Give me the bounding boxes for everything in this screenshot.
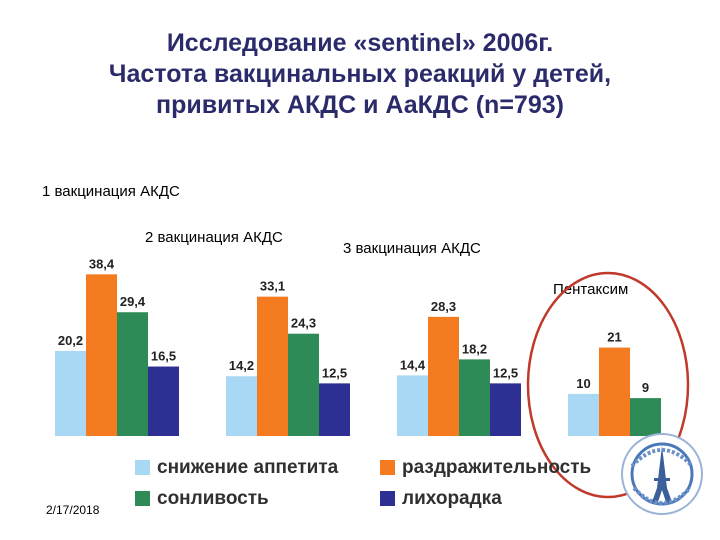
data-label-appetite-group-1: 20,2	[58, 333, 83, 348]
group-label-1: 1 вакцинация АКДС	[42, 183, 180, 200]
data-label-drowsiness-group-2: 24,3	[291, 316, 316, 331]
bar-drowsiness-group-1	[117, 312, 148, 436]
data-label-drowsiness-group-3: 18,2	[462, 341, 487, 356]
title-line-3: привитых АКДС и АаКДС (n=793)	[156, 91, 564, 119]
bar-irritability-group-1	[86, 274, 117, 436]
bar-appetite-group-2	[226, 376, 257, 436]
legend-label-appetite: снижение аппетита	[157, 457, 339, 478]
bar-appetite-group-4	[568, 393, 599, 436]
bar-appetite-group-1	[55, 350, 86, 436]
data-label-fever-group-2: 12,5	[322, 365, 347, 380]
legend-label-irritability: раздражительность	[402, 457, 592, 478]
legend-swatch-drowsiness	[135, 491, 150, 506]
legend-swatch-appetite	[135, 460, 150, 475]
data-label-irritability-group-4: 21	[607, 330, 621, 345]
group-label-3: 3 вакцинация АКДС	[343, 240, 481, 257]
title-line-1: Исследование «sentinel» 2006г.	[166, 29, 554, 57]
footer-date: 2/17/2018	[46, 503, 100, 517]
bar-irritability-group-2	[257, 296, 288, 436]
legend-label-drowsiness: сонливость	[157, 488, 269, 509]
bar-fever-group-2	[319, 383, 350, 436]
legend-label-fever: лихорадка	[402, 488, 502, 509]
highlight-ellipse	[526, 271, 690, 499]
bar-drowsiness-group-3	[459, 359, 490, 436]
data-label-drowsiness-group-1: 29,4	[120, 294, 146, 309]
data-label-fever-group-1: 16,5	[151, 349, 176, 364]
bar-irritability-group-3	[428, 316, 459, 436]
data-label-appetite-group-4: 10	[576, 376, 590, 391]
title-line-2: Частота вакцинальных реакций у детей,	[108, 60, 612, 88]
group-label-2: 2 вакцинация АКДС	[145, 229, 283, 246]
bar-drowsiness-group-2	[288, 333, 319, 436]
data-label-irritability-group-2: 33,1	[260, 279, 285, 294]
data-label-appetite-group-3: 14,4	[400, 357, 426, 372]
data-label-irritability-group-3: 28,3	[431, 299, 456, 314]
data-label-drowsiness-group-4: 9	[642, 380, 649, 395]
data-label-appetite-group-2: 14,2	[229, 358, 254, 373]
legend-swatch-irritability	[380, 460, 395, 475]
legend-swatch-fever	[380, 491, 395, 506]
data-label-fever-group-3: 12,5	[493, 365, 518, 380]
data-label-irritability-group-1: 38,4	[89, 256, 115, 271]
bar-fever-group-1	[148, 366, 179, 436]
bar-fever-group-3	[490, 383, 521, 436]
bar-irritability-group-4	[599, 347, 630, 436]
bar-drowsiness-group-4	[630, 398, 661, 436]
academy-logo-icon	[621, 433, 703, 515]
slide-title: Исследование «sentinel» 2006г. Частота в…	[40, 28, 680, 121]
bar-appetite-group-3	[397, 375, 428, 436]
